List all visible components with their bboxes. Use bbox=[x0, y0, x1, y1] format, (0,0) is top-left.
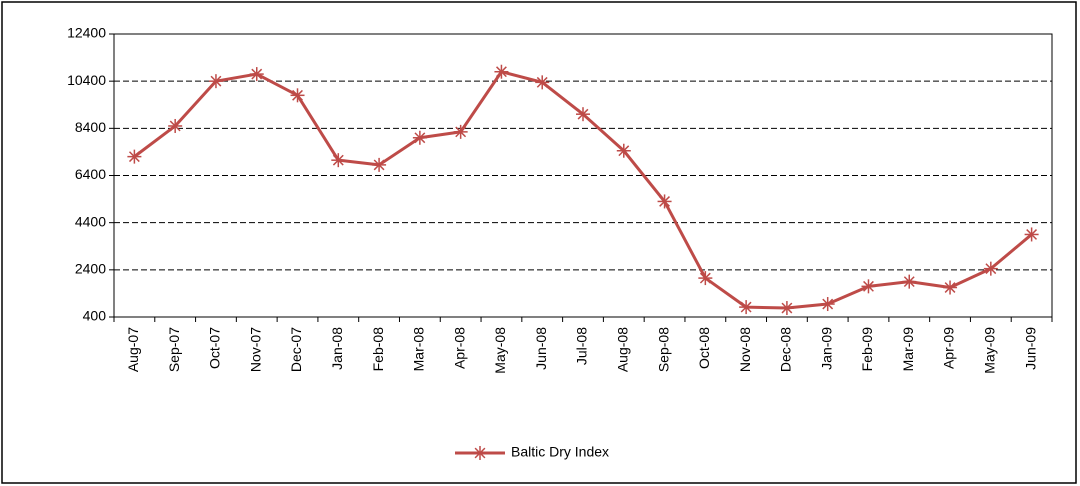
point-marker bbox=[820, 297, 835, 312]
x-tick-label: Feb-09 bbox=[859, 327, 875, 372]
point-marker bbox=[779, 301, 794, 316]
point-marker bbox=[1024, 227, 1039, 242]
point-marker bbox=[249, 67, 264, 82]
x-tick-label: Oct-07 bbox=[207, 327, 223, 369]
point-marker bbox=[127, 149, 142, 164]
point-marker bbox=[412, 130, 427, 145]
x-tick-label: Dec-08 bbox=[778, 327, 794, 372]
x-tick-label: Sep-07 bbox=[166, 327, 182, 372]
legend-item: Baltic Dry Index bbox=[455, 444, 609, 460]
x-tick-label: Jun-09 bbox=[1022, 327, 1038, 370]
x-tick-label: May-08 bbox=[492, 327, 508, 374]
legend-label: Baltic Dry Index bbox=[511, 444, 609, 460]
point-marker bbox=[372, 157, 387, 172]
point-marker bbox=[983, 261, 998, 276]
x-tick-label: Feb-08 bbox=[370, 327, 386, 372]
x-tick-label: Oct-08 bbox=[696, 327, 712, 369]
x-tick-label: Aug-08 bbox=[614, 327, 630, 372]
x-tick-label: Nov-08 bbox=[737, 327, 753, 372]
x-tick-label: Mar-08 bbox=[411, 327, 427, 372]
point-marker bbox=[902, 274, 917, 289]
point-marker bbox=[861, 279, 876, 294]
point-marker bbox=[616, 143, 631, 158]
point-marker bbox=[168, 118, 183, 133]
x-tick-label: Aug-07 bbox=[125, 327, 141, 372]
point-marker bbox=[331, 153, 346, 168]
point-marker bbox=[453, 124, 468, 139]
x-tick-label: Mar-09 bbox=[900, 327, 916, 372]
point-marker bbox=[576, 107, 590, 122]
y-tick-label: 10400 bbox=[67, 72, 106, 88]
x-tick-label: Jan-09 bbox=[818, 327, 834, 370]
point-marker bbox=[290, 88, 305, 103]
x-tick-label: Jan-08 bbox=[329, 327, 345, 370]
x-tick-label: Apr-09 bbox=[941, 327, 957, 369]
point-marker bbox=[657, 194, 672, 209]
point-marker bbox=[535, 75, 550, 90]
point-marker bbox=[494, 64, 509, 79]
y-tick-label: 6400 bbox=[75, 166, 106, 182]
point-marker bbox=[739, 300, 754, 315]
point-marker bbox=[208, 74, 223, 89]
y-tick-label: 8400 bbox=[75, 119, 106, 135]
x-tick-label: Apr-08 bbox=[451, 327, 467, 369]
x-tick-label: May-09 bbox=[982, 327, 998, 374]
x-tick-label: Dec-07 bbox=[288, 327, 304, 372]
x-tick-label: Nov-07 bbox=[247, 327, 263, 372]
y-tick-label: 12400 bbox=[67, 25, 106, 41]
y-tick-label: 4400 bbox=[75, 213, 106, 229]
point-marker bbox=[943, 280, 958, 295]
x-tick-label: Sep-08 bbox=[655, 327, 671, 372]
x-tick-label: Jun-08 bbox=[533, 327, 549, 370]
y-tick-label: 2400 bbox=[75, 261, 106, 277]
x-tick-label: Jul-08 bbox=[574, 327, 590, 365]
y-tick-label: 400 bbox=[83, 308, 107, 324]
point-marker bbox=[698, 271, 713, 286]
